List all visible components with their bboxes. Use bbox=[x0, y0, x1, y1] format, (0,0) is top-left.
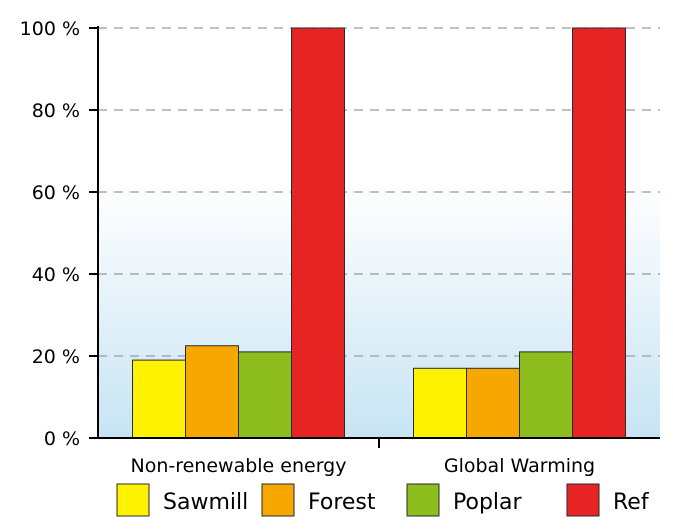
bar-sawmill-1 bbox=[413, 367, 467, 439]
legend-swatch-forest bbox=[261, 483, 295, 517]
legend-label-sawmill: Sawmill bbox=[163, 490, 248, 515]
bar-poplar-0 bbox=[238, 351, 292, 439]
legend-swatch-poplar bbox=[406, 483, 440, 517]
category-label-1: Global Warming bbox=[444, 455, 595, 477]
legend-swatch-ref bbox=[566, 483, 600, 517]
bar-ref-0 bbox=[291, 27, 345, 439]
bar-sawmill-0 bbox=[132, 359, 186, 439]
bar-forest-1 bbox=[466, 367, 520, 439]
bar-ref-1 bbox=[572, 27, 626, 439]
legend-label-poplar: Poplar bbox=[453, 490, 523, 515]
legend-swatch-sawmill bbox=[116, 483, 150, 517]
y-tick-labels: 0 % 20 % 40 % 60 % 80 % 100 % bbox=[20, 18, 80, 450]
category-label-0: Non-renewable energy bbox=[130, 455, 346, 477]
bar-poplar-1 bbox=[519, 351, 573, 439]
y-tick-label-80: 80 % bbox=[32, 100, 80, 122]
bar-forest-0 bbox=[185, 345, 239, 439]
axes bbox=[89, 26, 660, 448]
y-tick-label-20: 20 % bbox=[32, 346, 80, 368]
y-tick-label-40: 40 % bbox=[32, 264, 80, 286]
legend: Sawmill Forest Poplar Ref bbox=[116, 483, 650, 517]
y-tick-label-0: 0 % bbox=[44, 428, 80, 450]
legend-label-forest: Forest bbox=[308, 490, 376, 515]
bars bbox=[132, 27, 626, 439]
legend-label-ref: Ref bbox=[613, 490, 650, 515]
y-tick-label-100: 100 % bbox=[20, 18, 80, 40]
category-labels: Non-renewable energy Global Warming bbox=[130, 455, 595, 477]
y-tick-label-60: 60 % bbox=[32, 182, 80, 204]
